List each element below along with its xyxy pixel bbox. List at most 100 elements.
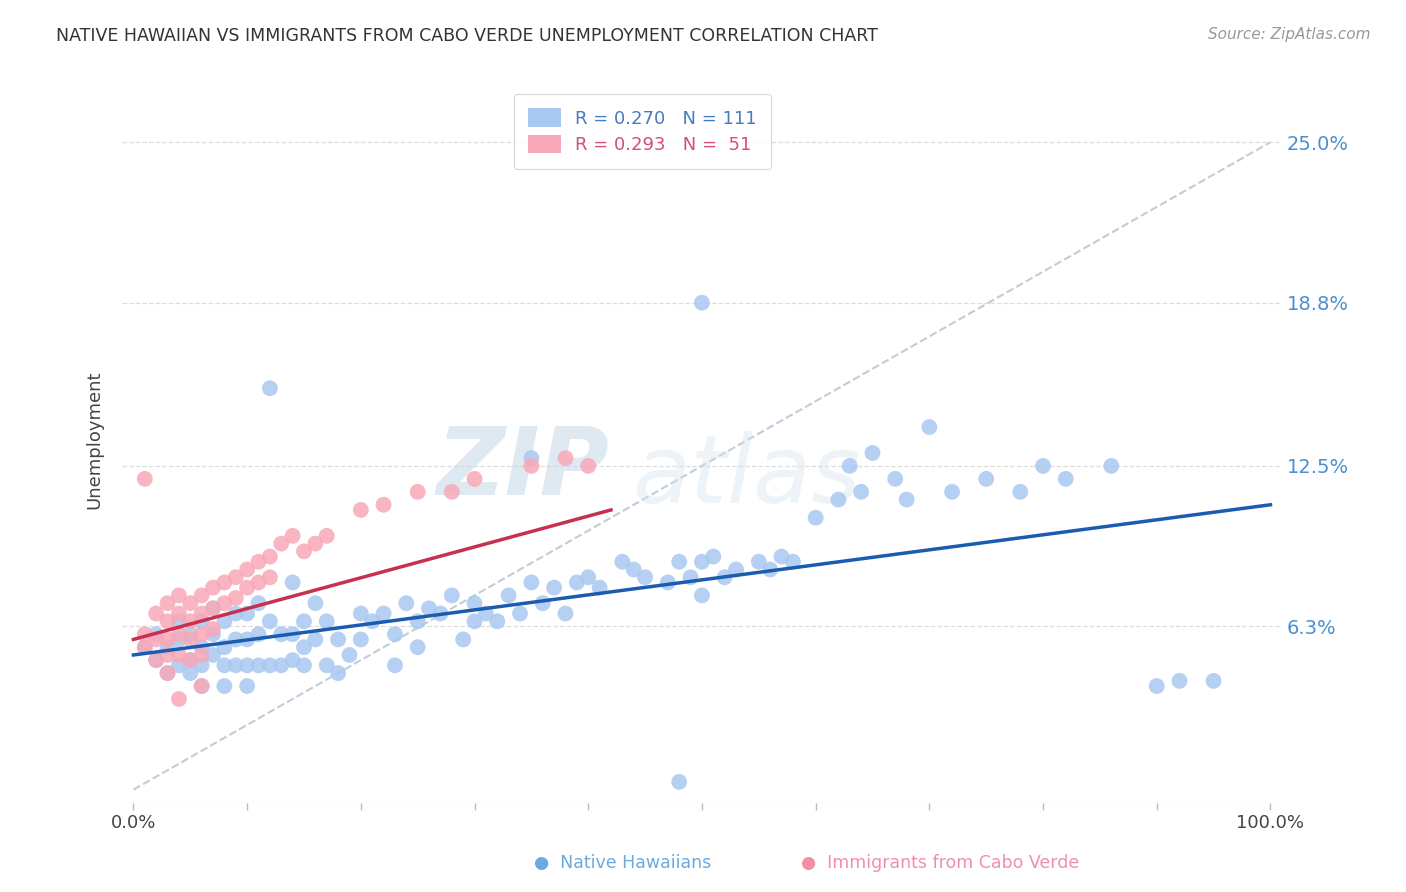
Point [612,555,634,569]
Point [190,588,212,602]
Point [247,596,270,610]
Point [543,581,565,595]
Point [657,575,679,590]
Point [190,648,212,662]
Point [838,458,860,473]
Point [748,555,770,569]
Point [190,615,212,629]
Point [156,596,179,610]
Point [190,627,212,641]
Text: ZIP: ZIP [436,423,609,515]
Point [202,601,225,615]
Point [236,581,259,595]
Point [247,658,270,673]
Point [1099,458,1122,473]
Point [759,562,782,576]
Point [190,679,212,693]
Point [668,555,690,569]
Point [281,653,304,667]
Point [292,640,315,655]
Point [214,679,236,693]
Point [373,498,395,512]
Point [941,484,963,499]
Point [202,627,225,641]
Point [373,607,395,621]
Point [202,581,225,595]
Point [190,679,212,693]
Point [145,653,167,667]
Point [190,607,212,621]
Point [167,607,190,621]
Point [418,601,440,615]
Point [214,596,236,610]
Point [270,658,292,673]
Point [167,632,190,647]
Point [225,658,247,673]
Point [486,615,509,629]
Point [429,607,451,621]
Point [292,544,315,558]
Point [702,549,724,564]
Point [236,658,259,673]
Point [156,666,179,681]
Point [167,627,190,641]
Point [190,640,212,655]
Point [236,607,259,621]
Point [167,692,190,706]
Point [202,622,225,636]
Point [884,472,907,486]
Point [292,615,315,629]
Point [179,653,201,667]
Point [384,627,406,641]
Point [1168,673,1191,688]
Point [1202,673,1225,688]
Point [179,653,201,667]
Point [214,640,236,655]
Point [406,640,429,655]
Point [145,632,167,647]
Point [134,640,156,655]
Point [326,632,349,647]
Point [179,596,201,610]
Point [668,775,690,789]
Point [827,492,849,507]
Point [770,549,793,564]
Point [236,562,259,576]
Point [725,562,748,576]
Point [1032,458,1054,473]
Point [167,648,190,662]
Point [896,492,918,507]
Text: NATIVE HAWAIIAN VS IMMIGRANTS FROM CABO VERDE UNEMPLOYMENT CORRELATION CHART: NATIVE HAWAIIAN VS IMMIGRANTS FROM CABO … [56,27,879,45]
Point [974,472,997,486]
Point [259,658,281,673]
Point [315,615,337,629]
Point [1146,679,1168,693]
Point [179,615,201,629]
Point [214,658,236,673]
Point [270,536,292,550]
Point [440,588,463,602]
Point [247,555,270,569]
Point [156,666,179,681]
Point [190,658,212,673]
Point [565,575,588,590]
Point [350,503,373,517]
Point [281,627,304,641]
Point [498,588,520,602]
Point [849,484,872,499]
Point [384,658,406,673]
Point [156,615,179,629]
Point [315,529,337,543]
Point [804,510,827,524]
Point [395,596,418,610]
Point [475,607,498,621]
Point [214,615,236,629]
Point [134,472,156,486]
Point [520,458,543,473]
Text: atlas: atlas [633,431,860,522]
Point [281,575,304,590]
Point [281,529,304,543]
Point [247,627,270,641]
Point [315,658,337,673]
Point [134,627,156,641]
